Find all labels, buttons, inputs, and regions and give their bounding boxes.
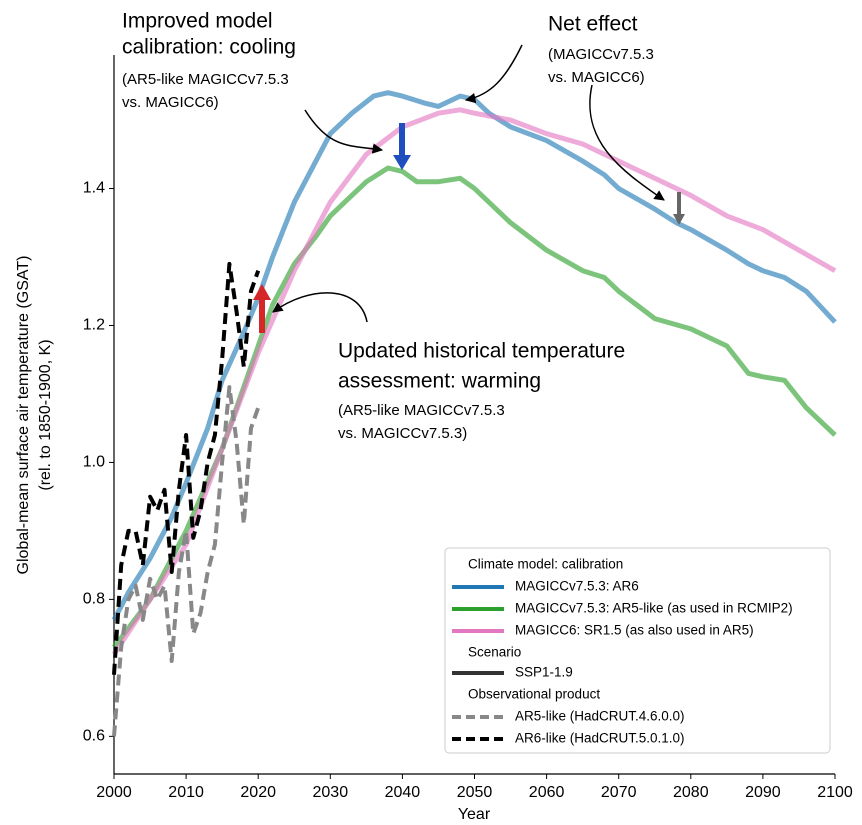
legend-label: AR5-like (HadCRUT.4.6.0.0)	[515, 709, 685, 724]
legend-title: Scenario	[468, 645, 521, 660]
legend-label: MAGICCv7.5.3: AR5-like (as used in RCMIP…	[515, 601, 793, 616]
x-tick-label: 2060	[529, 784, 565, 801]
annotation-note: vs. MAGICC6)	[548, 69, 645, 86]
x-tick-label: 2010	[168, 784, 204, 801]
legend-title: Climate model: calibration	[468, 557, 623, 572]
annotations: Improved model calibration: cooling (AR5-l…	[122, 10, 654, 442]
y-tick-label: 1.2	[83, 317, 105, 334]
x-tick-label: 2000	[96, 784, 132, 801]
legend-label: SSP1-1.9	[515, 665, 573, 680]
x-tick-label: 2070	[601, 784, 637, 801]
y-axis-label: Global-mean surface air temperature (GSA…	[15, 256, 32, 575]
series-line	[112, 261, 261, 675]
series-line	[111, 107, 837, 656]
annotation-title: calibration: cooling	[122, 36, 296, 59]
x-tick-label: 2100	[817, 784, 853, 801]
y-tick-label: 1.4	[83, 180, 105, 197]
legend: Climate model: calibration Scenario SSP1…	[444, 547, 831, 754]
cooling-arrow	[393, 123, 411, 170]
x-tick-label: 2090	[745, 784, 781, 801]
x-tick-label: 2080	[673, 784, 709, 801]
annotation-note: vs. MAGICCv7.5.3)	[338, 425, 467, 442]
net-arrow	[673, 192, 685, 225]
annotation-arrow	[304, 109, 384, 154]
warming-arrow	[253, 284, 271, 333]
annotation-title: Net effect	[548, 13, 638, 36]
y-tick-label: 1.0	[83, 454, 105, 471]
legend-label: AR6-like (HadCRUT.5.0.1.0)	[515, 731, 685, 746]
legend-box	[444, 547, 831, 754]
legend-label: MAGICC6: SR1.5 (as also used in AR5)	[515, 623, 754, 638]
annotation-title: Updated historical temperature	[338, 340, 625, 363]
plot-area: 0.6 0.8 1.0 1.2 1.4 2000 2010 2020 2030 2040 2050 2…	[83, 55, 853, 801]
y-tick-label: 0.8	[83, 591, 105, 608]
x-tick-label: 2050	[457, 784, 493, 801]
y-tick-label: 0.6	[83, 728, 105, 745]
x-tick-label: 2020	[240, 784, 276, 801]
annotation-note: (MAGICCv7.5.3	[548, 46, 654, 63]
y-axis-label: (rel. to 1850-1900, K)	[37, 339, 54, 490]
x-tick-label: 2040	[385, 784, 421, 801]
annotation-note: (AR5-like MAGICCv7.5.3	[122, 71, 289, 88]
series-line	[112, 165, 837, 649]
x-tick-label: 2030	[313, 784, 349, 801]
annotation-arrow	[464, 44, 523, 104]
legend-label: MAGICCv7.5.3: AR6	[515, 579, 639, 594]
annotation-title: assessment: warming	[338, 370, 541, 393]
x-axis-label: Year	[458, 806, 491, 823]
annotation-arrow	[589, 84, 665, 201]
legend-title: Observational product	[468, 687, 600, 702]
annotation-arrow	[272, 292, 368, 323]
annotation-title: Improved model	[122, 10, 273, 33]
annotation-note: (AR5-like MAGICCv7.5.3	[338, 402, 505, 419]
annotation-note: vs. MAGICC6)	[122, 94, 219, 111]
